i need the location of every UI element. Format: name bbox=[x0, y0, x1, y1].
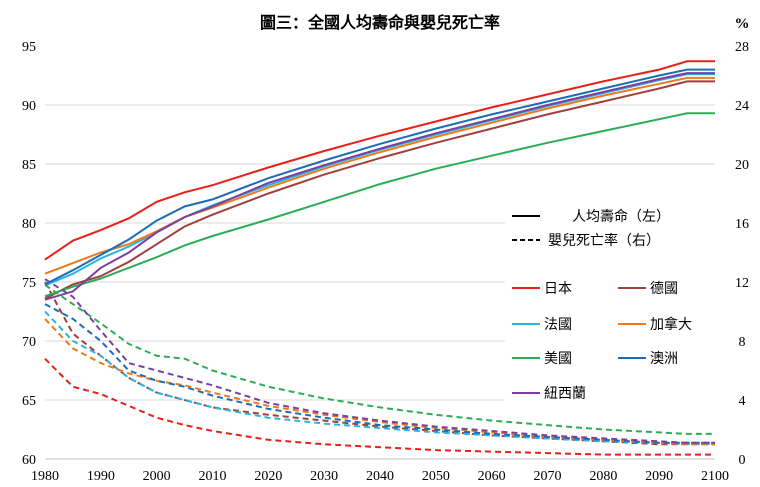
left-y-tick-label: 90 bbox=[22, 99, 36, 114]
life-line-德國 bbox=[44, 80, 715, 300]
infant-line-德國 bbox=[44, 281, 715, 446]
right-y-tick-label: 4 bbox=[739, 394, 746, 409]
left-y-tick-label: 65 bbox=[22, 394, 36, 409]
life-line-美國 bbox=[44, 112, 715, 298]
right-y-tick-label: 20 bbox=[735, 158, 749, 173]
right-y-tick-label: 24 bbox=[735, 99, 749, 114]
legend-label: 紐西蘭 bbox=[544, 386, 586, 402]
left-y-tick-label: 95 bbox=[22, 40, 36, 55]
right-y-tick-label: 16 bbox=[735, 217, 749, 232]
infant-line-紐西蘭 bbox=[44, 278, 715, 444]
x-tick-label: 1980 bbox=[31, 469, 59, 484]
left-y-axis: 60 65 70 75 80 85 90 95 bbox=[22, 40, 36, 468]
x-tick-label: 2010 bbox=[199, 469, 227, 484]
infant-line-澳洲 bbox=[44, 303, 715, 444]
life-line-法國 bbox=[44, 73, 715, 287]
x-tick-label: 2060 bbox=[478, 469, 506, 484]
right-y-tick-label: 12 bbox=[735, 276, 749, 291]
legend-label: 澳洲 bbox=[650, 351, 678, 367]
x-axis: 1980 1990 2000 2010 2020 2030 2040 2050 2060 2070… bbox=[31, 469, 729, 484]
x-tick-label: 2020 bbox=[254, 469, 282, 484]
life-line-紐西蘭 bbox=[44, 72, 715, 301]
x-tick-label: 2000 bbox=[143, 469, 171, 484]
x-tick-label: 2040 bbox=[366, 469, 394, 484]
x-tick-label: 2070 bbox=[534, 469, 562, 484]
right-y-tick-label: 8 bbox=[739, 335, 746, 350]
legend-label: 日本 bbox=[544, 281, 572, 297]
legend-label: 德國 bbox=[650, 281, 678, 297]
legend-label: 法國 bbox=[544, 317, 572, 333]
legend-label: 加拿大 bbox=[650, 316, 692, 333]
legend-background bbox=[505, 195, 720, 420]
life-line-加拿大 bbox=[44, 76, 715, 275]
legend-label: 美國 bbox=[544, 351, 572, 367]
x-tick-label: 2030 bbox=[310, 469, 338, 484]
left-y-tick-label: 80 bbox=[22, 217, 36, 232]
chart-title: 圖三：全國人均壽命與嬰兒死亡率 bbox=[260, 13, 500, 32]
left-y-tick-label: 75 bbox=[22, 276, 36, 291]
right-y-axis: 0 4 8 12 16 20 24 28 bbox=[735, 40, 749, 468]
infant-line-加拿大 bbox=[44, 318, 715, 446]
x-tick-label: 2090 bbox=[645, 469, 673, 484]
x-tick-label: 2080 bbox=[589, 469, 617, 484]
x-tick-label: 2050 bbox=[422, 469, 450, 484]
life-line-日本 bbox=[44, 60, 715, 261]
left-y-tick-label: 70 bbox=[22, 335, 36, 350]
right-axis-unit: % bbox=[735, 16, 750, 32]
x-tick-label: 2100 bbox=[701, 469, 729, 484]
legend-style-life: 人均壽命（左） bbox=[572, 208, 670, 225]
infant-line-美國 bbox=[44, 284, 715, 435]
right-y-tick-label: 0 bbox=[739, 453, 746, 468]
legend-style-infant: 嬰兒死亡率（右） bbox=[548, 232, 660, 249]
right-y-tick-label: 28 bbox=[735, 40, 749, 55]
life-line-澳洲 bbox=[44, 68, 715, 286]
left-y-tick-label: 85 bbox=[22, 158, 36, 173]
series-lines bbox=[44, 60, 715, 456]
x-tick-label: 1990 bbox=[87, 469, 115, 484]
left-y-tick-label: 60 bbox=[22, 453, 36, 468]
